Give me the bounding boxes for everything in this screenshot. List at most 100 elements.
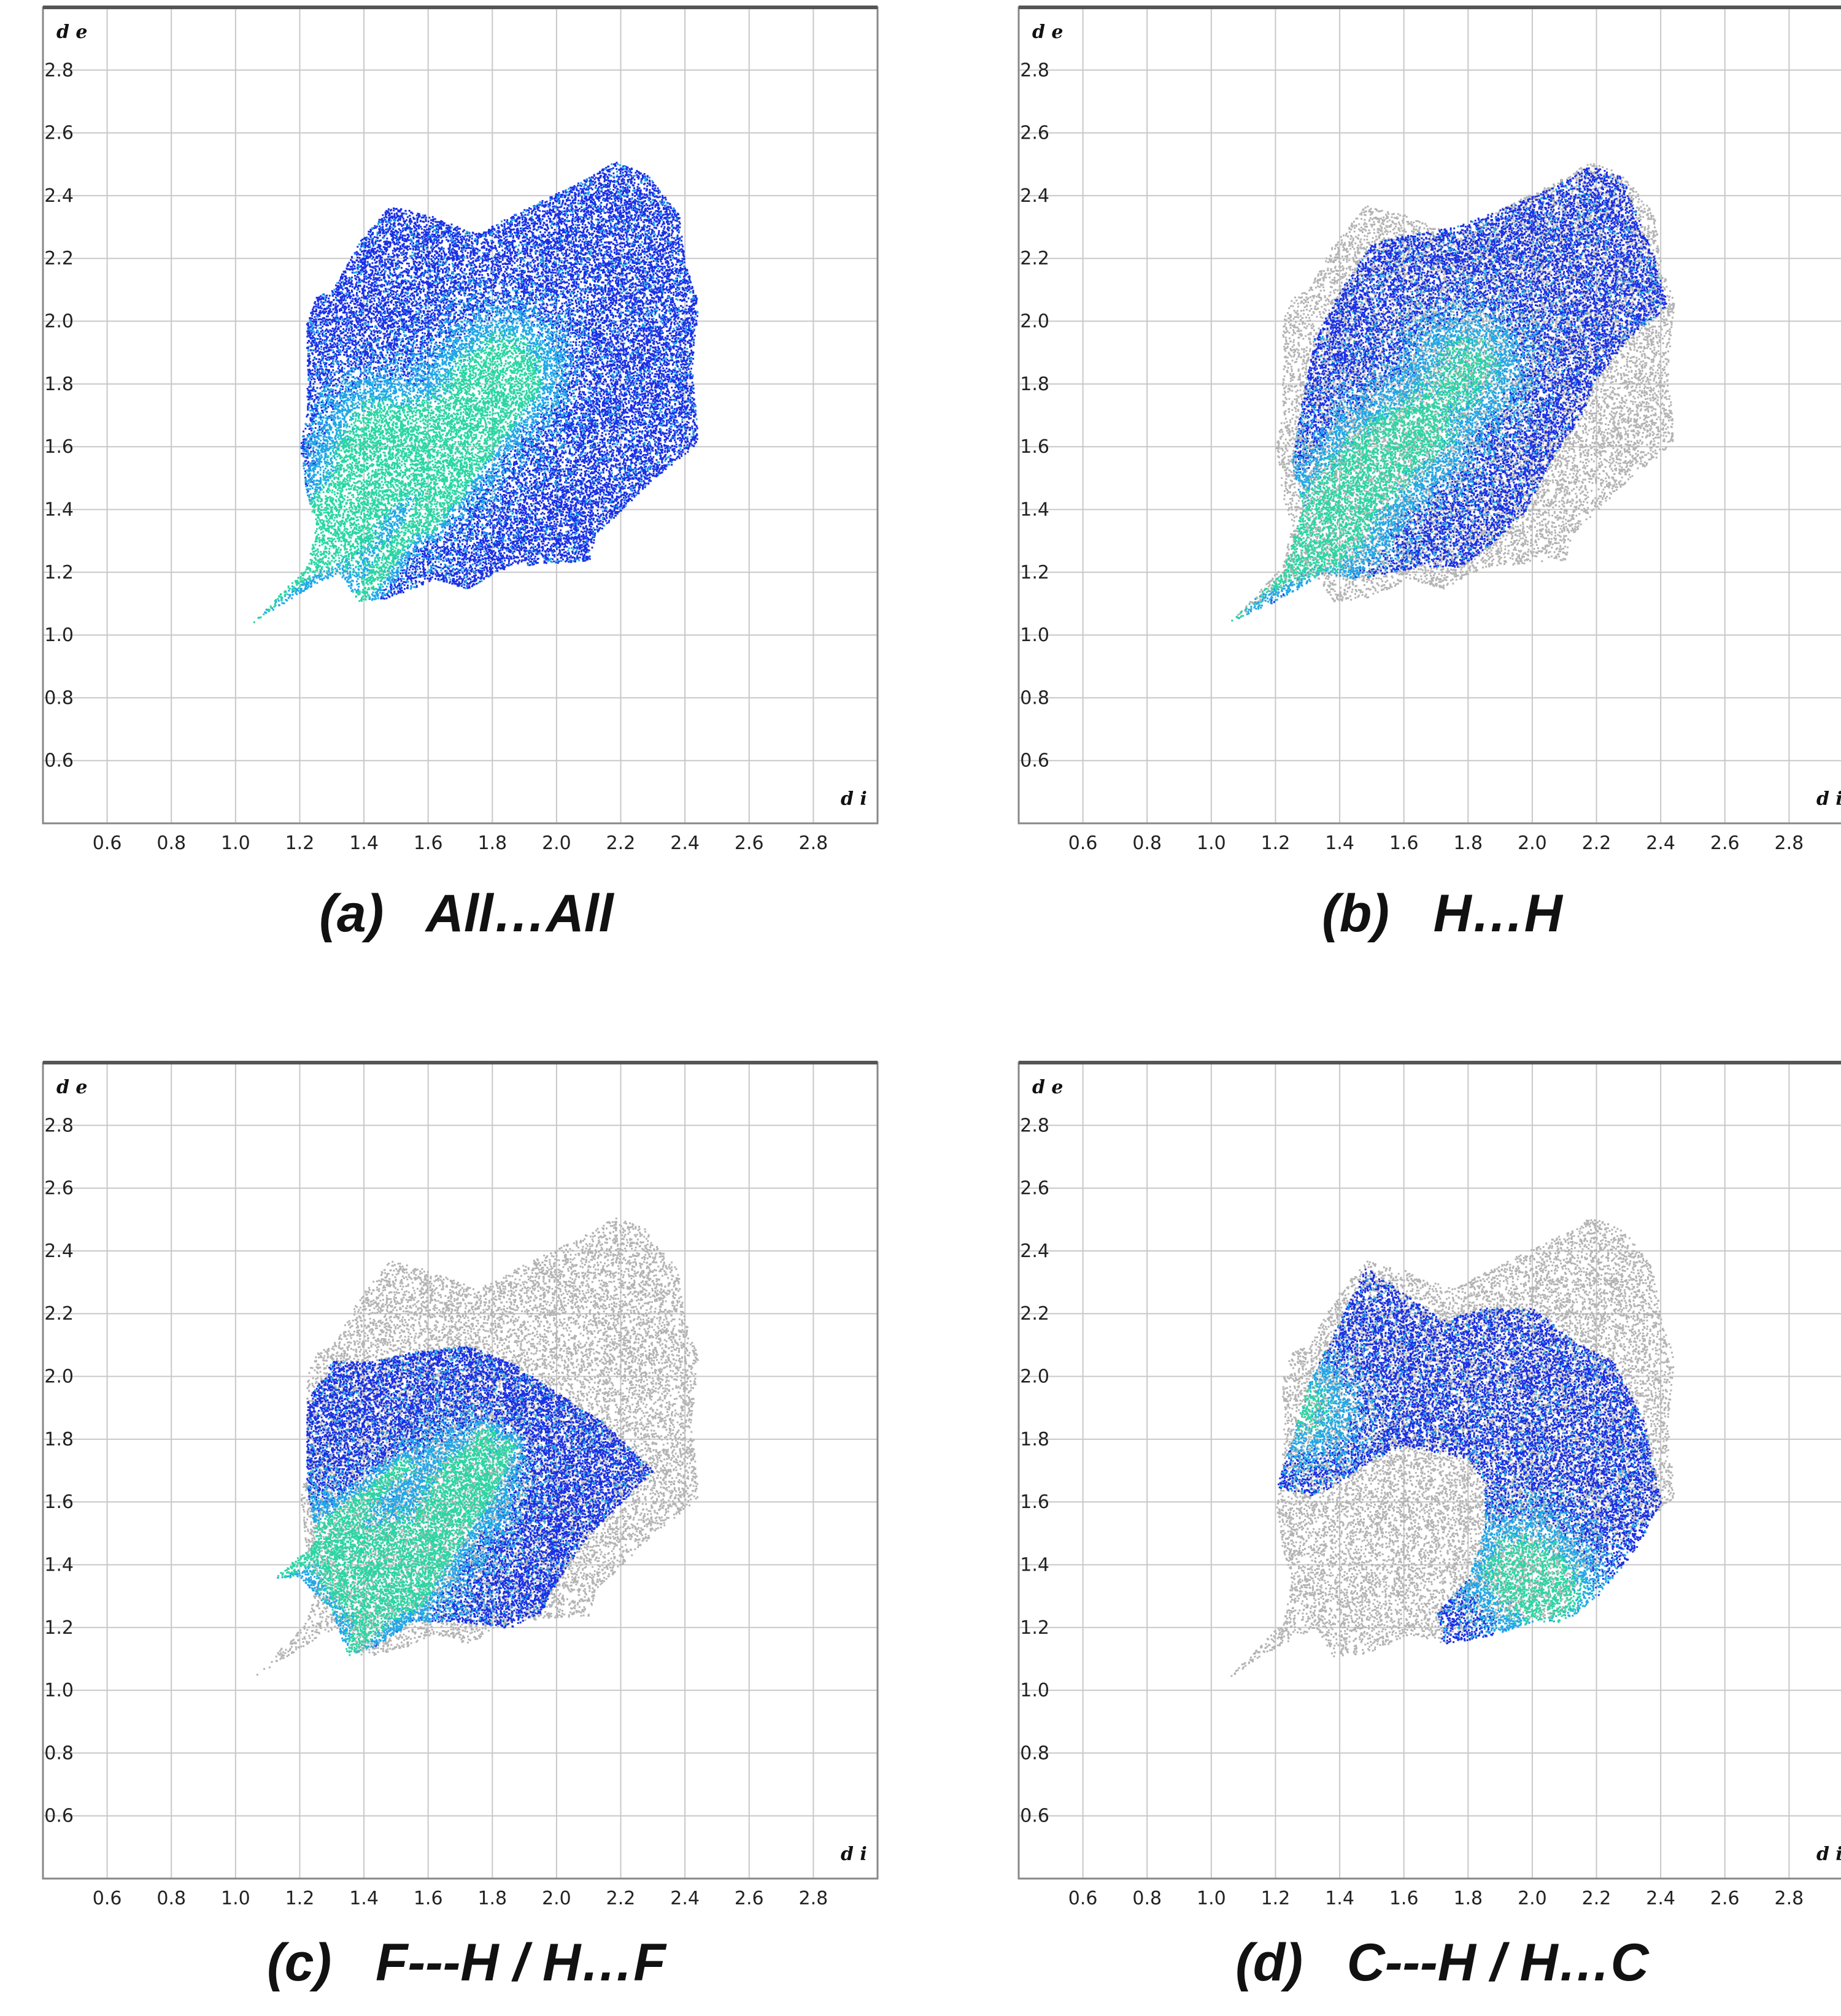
y-tick-labels: 0.6 0.8 1.0 1.2 1.4 1.6 1.8 2.0 2.2 2.4 2.6 2.8: [1020, 1115, 1049, 1826]
y-tick-label: 2.8: [44, 1115, 74, 1136]
y-tick-label: 2.8: [1020, 1115, 1049, 1136]
x-tick-label: 2.6: [1710, 833, 1740, 853]
y-tick-label: 1.2: [1020, 1617, 1049, 1639]
y-tick-label: 0.6: [44, 1806, 74, 1827]
x-tick-label: 0.6: [1068, 1888, 1098, 1908]
x-tick-label: 2.2: [606, 833, 636, 853]
contact-points-high-density: [1231, 335, 1502, 621]
y-tick-label: 2.6: [44, 1178, 74, 1199]
contact-points-high-density: [253, 328, 543, 623]
y-tick-label: 1.4: [1020, 499, 1049, 520]
contact-points-mid-density: [1237, 174, 1662, 620]
x-tick-label: 2.0: [542, 833, 571, 853]
highlighted-contacts-region: [253, 161, 699, 623]
x-tick-label: 1.4: [1325, 833, 1354, 853]
x-tick-label: 2.4: [1646, 1888, 1675, 1908]
x-tick-label: 0.8: [1132, 833, 1162, 853]
x-tick-label: 2.8: [1775, 1888, 1804, 1908]
y-tick-label: 0.6: [1020, 750, 1049, 772]
y-tick-label: 0.8: [1020, 1742, 1049, 1764]
panel-caption: (b) H…H: [1322, 884, 1562, 943]
y-tick-label: 0.6: [1020, 1806, 1049, 1827]
y-tick-label: 1.4: [1020, 1554, 1049, 1575]
y-tick-label: 0.8: [44, 1742, 74, 1764]
plot-background: [1019, 1063, 1841, 1879]
y-tick-label: 1.6: [44, 436, 74, 458]
y-tick-label: 1.8: [44, 1429, 74, 1450]
x-tick-label: 2.0: [1518, 1888, 1547, 1908]
x-tick-label: 1.4: [349, 833, 379, 853]
x-axis-label: d i: [1816, 1844, 1841, 1865]
plot-background: [43, 1063, 878, 1879]
x-tick-label: 0.6: [93, 1888, 122, 1908]
y-tick-label: 0.8: [44, 687, 74, 709]
contact-points-mid-density: [277, 1347, 650, 1653]
x-tick-label: 1.2: [285, 833, 315, 853]
x-tick-labels: 0.6 0.8 1.0 1.2 1.4 1.6 1.8 2.0 2.2 2.4 2.6 2.8: [93, 833, 828, 853]
y-tick-label: 1.8: [44, 374, 74, 395]
contact-points-mid-density: [1279, 1278, 1656, 1640]
x-tick-label: 1.6: [414, 833, 443, 853]
plot-c: 0.6 0.8 1.0 1.2 1.4 1.6 1.8 2.0 2.2 2.4 2.6 2.8 0.6…: [42, 1061, 879, 1908]
plot-frame: [1017, 6, 1841, 825]
y-tick-label: 1.4: [44, 1554, 74, 1575]
y-tick-label: 2.2: [1020, 1303, 1049, 1325]
x-tick-label: 1.6: [1389, 1888, 1419, 1908]
x-tick-label: 2.0: [1518, 833, 1547, 853]
y-tick-labels: 0.6 0.8 1.0 1.2 1.4 1.6 1.8 2.0 2.2 2.4 2.6 2.8: [44, 1115, 74, 1826]
x-axis-label: d i: [841, 1844, 867, 1865]
x-tick-label: 2.4: [670, 833, 700, 853]
x-tick-label: 2.6: [1710, 1888, 1740, 1908]
all-contacts-region: [256, 1217, 699, 1676]
panel-caption: (d) C---H / H…C: [1235, 1933, 1649, 1992]
x-tick-label: 2.2: [1582, 1888, 1611, 1908]
plot-frame: [42, 1061, 879, 1880]
y-tick-label: 2.4: [44, 185, 74, 207]
all-contacts-points: [256, 1217, 699, 1676]
x-tick-label: 1.8: [477, 833, 507, 853]
x-tick-label: 0.8: [156, 833, 186, 853]
panel-b: 0.6 0.8 1.0 1.2 1.4 1.6 1.8 2.0 2.2 2.4 2.6 2.8 0.6…: [1013, 0, 1841, 957]
x-tick-label: 1.0: [1197, 1888, 1226, 1908]
x-tick-label: 1.8: [1453, 1888, 1483, 1908]
x-tick-label: 1.2: [285, 1888, 315, 1908]
y-axis-label: d e: [56, 21, 88, 43]
x-tick-label: 1.4: [349, 1888, 379, 1908]
y-tick-label: 1.2: [1020, 562, 1049, 583]
y-tick-label: 2.4: [1020, 185, 1049, 207]
x-tick-label: 2.4: [670, 1888, 700, 1908]
y-tick-labels: 0.6 0.8 1.0 1.2 1.4 1.6 1.8 2.0 2.2 2.4 2.6 2.8: [44, 60, 74, 771]
y-tick-label: 1.6: [44, 1491, 74, 1513]
y-tick-label: 1.2: [44, 1617, 74, 1639]
x-tick-label: 0.8: [156, 1888, 186, 1908]
y-tick-label: 2.6: [1020, 123, 1049, 144]
plot-frame: [42, 6, 879, 825]
x-tick-label: 2.2: [606, 1888, 636, 1908]
x-tick-label: 1.2: [1261, 833, 1291, 853]
panel-caption: (a) All…All: [319, 884, 614, 943]
y-tick-labels: 0.6 0.8 1.0 1.2 1.4 1.6 1.8 2.0 2.2 2.4 2.6 2.8: [1020, 60, 1049, 771]
y-tick-label: 2.2: [44, 248, 74, 269]
y-tick-label: 0.8: [1020, 687, 1049, 709]
y-tick-label: 2.0: [1020, 311, 1049, 333]
y-tick-label: 2.2: [44, 1303, 74, 1325]
panel-c: 0.6 0.8 1.0 1.2 1.4 1.6 1.8 2.0 2.2 2.4 2.6 2.8 0.6…: [37, 1055, 896, 2012]
x-tick-label: 1.8: [477, 1888, 507, 1908]
contact-points-high-density: [277, 1427, 517, 1656]
x-tick-label: 0.8: [1132, 1888, 1162, 1908]
contact-points-low-density: [300, 161, 698, 600]
x-axis-label: d i: [1816, 788, 1841, 810]
plot-b: 0.6 0.8 1.0 1.2 1.4 1.6 1.8 2.0 2.2 2.4 2.6 2.8 0.6…: [1017, 6, 1841, 853]
x-tick-label: 2.2: [1582, 833, 1611, 853]
contact-points-mid-density: [257, 163, 699, 619]
y-tick-label: 1.6: [1020, 1491, 1049, 1513]
panel-a: 0.6 0.8 1.0 1.2 1.4 1.6 1.8 2.0 2.2 2.4 2.6 2.8 0.6…: [37, 0, 896, 957]
x-tick-labels: 0.6 0.8 1.0 1.2 1.4 1.6 1.8 2.0 2.2 2.4 2.6 2.8: [1068, 1888, 1804, 1908]
y-axis-label: d e: [1032, 21, 1063, 43]
y-tick-label: 1.0: [44, 1680, 74, 1701]
x-tick-label: 0.6: [1068, 833, 1098, 853]
x-tick-label: 2.0: [542, 1888, 571, 1908]
y-tick-label: 2.6: [1020, 1178, 1049, 1199]
y-tick-label: 1.2: [44, 562, 74, 583]
x-axis-label: d i: [841, 788, 867, 810]
